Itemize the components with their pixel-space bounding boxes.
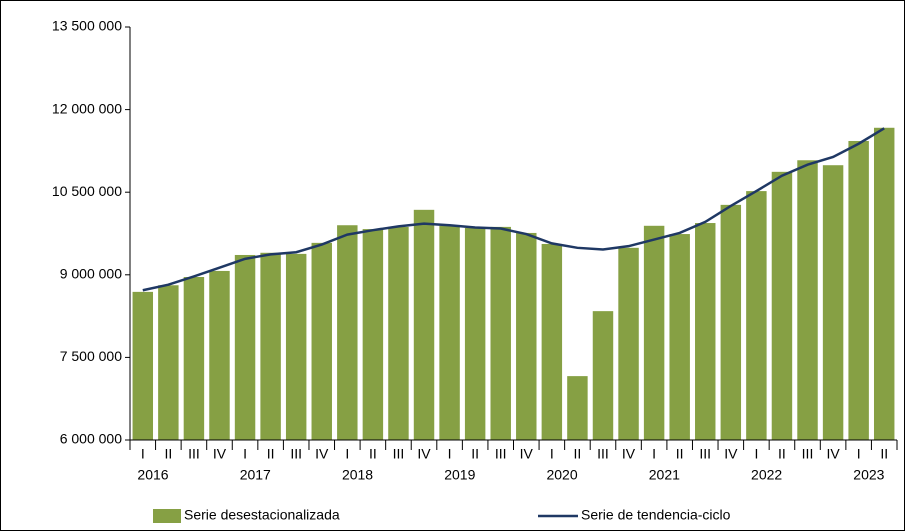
- year-label: 2021: [649, 467, 680, 483]
- year-label: 2019: [444, 467, 475, 483]
- x-tick-label: IV: [826, 446, 840, 462]
- y-tick-label: 10 500 000: [52, 183, 122, 199]
- x-tick-label: III: [290, 446, 302, 462]
- y-tick-label: 7 500 000: [60, 348, 122, 364]
- bar: [567, 376, 588, 440]
- year-label: 2022: [751, 467, 782, 483]
- y-tick-label: 12 000 000: [52, 100, 122, 116]
- bar: [643, 225, 665, 440]
- bar: [439, 225, 460, 440]
- x-tick-label: IV: [520, 446, 534, 462]
- bar: [746, 191, 767, 440]
- bar: [669, 234, 690, 440]
- x-tick-label: III: [495, 446, 507, 462]
- bar: [285, 253, 307, 440]
- x-tick-label: II: [369, 446, 377, 462]
- x-tick-label: II: [778, 446, 786, 462]
- bar: [771, 171, 793, 441]
- legend-swatch: [153, 509, 181, 523]
- bar: [362, 229, 384, 440]
- legend-label: Serie desestacionalizada: [184, 507, 340, 523]
- x-tick-label: II: [267, 446, 275, 462]
- x-tick-label: II: [574, 446, 582, 462]
- bar: [413, 209, 435, 440]
- x-tick-label: I: [550, 446, 554, 462]
- bar: [541, 243, 563, 440]
- x-tick-label: II: [164, 446, 172, 462]
- x-tick-label: II: [471, 446, 479, 462]
- x-tick-label: III: [597, 446, 609, 462]
- legend-label: Serie de tendencia-ciclo: [581, 507, 731, 523]
- x-tick-label: I: [857, 446, 861, 462]
- bar: [260, 252, 281, 440]
- bar: [695, 223, 716, 440]
- x-tick-label: III: [802, 446, 814, 462]
- x-tick-label: IV: [315, 446, 329, 462]
- x-tick-label: III: [188, 446, 200, 462]
- x-tick-label: I: [345, 446, 349, 462]
- x-tick-label: I: [448, 446, 452, 462]
- bar: [592, 311, 614, 440]
- bar: [797, 160, 818, 440]
- bar: [516, 232, 537, 440]
- year-label: 2017: [240, 467, 271, 483]
- bar: [311, 242, 332, 440]
- bar: [183, 277, 205, 440]
- bar: [618, 247, 639, 440]
- year-label: 2020: [546, 467, 577, 483]
- x-tick-label: I: [754, 446, 758, 462]
- bar: [873, 127, 895, 440]
- x-tick-label: IV: [417, 446, 431, 462]
- x-tick-label: IV: [213, 446, 227, 462]
- bar: [158, 285, 179, 440]
- x-tick-label: III: [699, 446, 711, 462]
- bar: [720, 204, 742, 440]
- x-tick-label: IV: [724, 446, 738, 462]
- y-tick-label: 6 000 000: [60, 431, 122, 447]
- bar: [822, 165, 844, 440]
- x-tick-label: II: [880, 446, 888, 462]
- bar: [848, 140, 869, 440]
- y-tick-label: 13 500 000: [52, 18, 122, 34]
- trend-line: [142, 127, 885, 292]
- x-tick-label: I: [141, 446, 145, 462]
- x-tick-label: I: [652, 446, 656, 462]
- bar: [490, 226, 511, 440]
- x-tick-label: I: [243, 446, 247, 462]
- year-label: 2016: [137, 467, 168, 483]
- bar: [337, 225, 358, 440]
- x-tick-label: III: [393, 446, 405, 462]
- bar: [388, 226, 409, 440]
- bar: [464, 227, 486, 440]
- x-tick-label: II: [676, 446, 684, 462]
- year-label: 2018: [342, 467, 373, 483]
- bar: [132, 291, 154, 440]
- year-label: 2023: [853, 467, 884, 483]
- y-tick-label: 9 000 000: [60, 266, 122, 282]
- bar: [209, 270, 230, 440]
- bar: [234, 254, 256, 440]
- x-tick-label: IV: [622, 446, 636, 462]
